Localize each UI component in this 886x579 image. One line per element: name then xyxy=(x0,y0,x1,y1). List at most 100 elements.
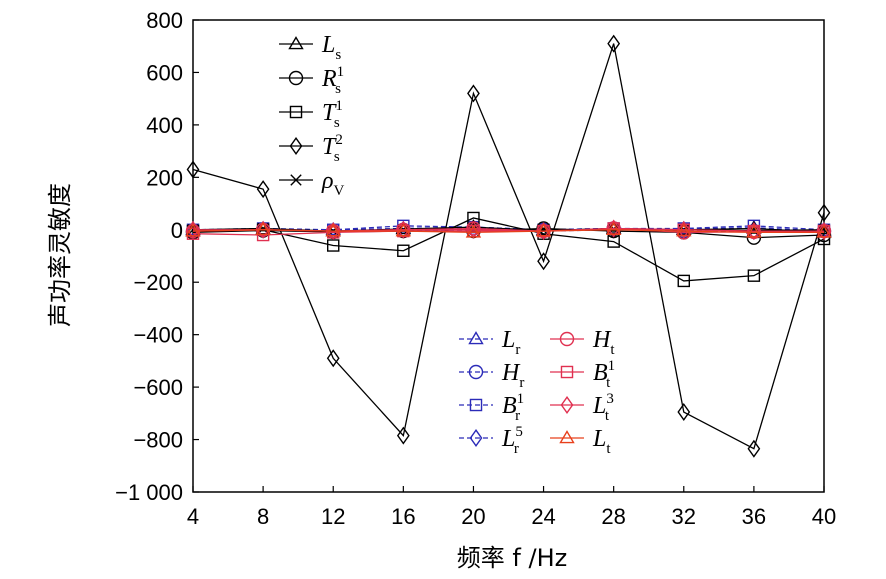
legend-label: Lt xyxy=(592,426,611,457)
data-point xyxy=(467,84,480,103)
legend-label: L5 r xyxy=(501,424,523,457)
legend-marker xyxy=(469,428,483,448)
data-point xyxy=(467,211,480,225)
data-point xyxy=(325,223,341,237)
legend-entry-Ht: Ht xyxy=(550,327,615,358)
x-tick-label: 20 xyxy=(461,504,485,529)
data-point xyxy=(746,224,762,238)
legend-marker xyxy=(289,105,303,119)
legend-marker xyxy=(288,70,304,86)
data-point xyxy=(817,232,831,246)
data-point xyxy=(185,223,201,237)
data-point xyxy=(816,224,832,238)
x-tick-label: 16 xyxy=(391,504,415,529)
y-tick-label: −600 xyxy=(133,375,183,400)
legend-entry-Ls: Ls xyxy=(279,32,341,63)
y-tick-label: −200 xyxy=(133,270,183,295)
data-point xyxy=(465,224,482,238)
series-line xyxy=(192,229,824,234)
legend-marker xyxy=(290,174,302,186)
y-tick-label: −800 xyxy=(133,428,183,453)
data-point xyxy=(677,220,691,239)
legend-label: Ht xyxy=(592,327,615,358)
data-point xyxy=(326,222,340,241)
data-point xyxy=(747,269,761,282)
legend-entry-Bt1: B1 t xyxy=(550,358,615,391)
series-layer xyxy=(185,34,832,458)
legend-entry-ρV: ρV xyxy=(279,168,345,199)
data-point xyxy=(676,223,692,237)
legend-label: T2 s xyxy=(322,132,343,165)
x-axis-label: 频率 f /Hz xyxy=(457,544,567,572)
x-tick-label: 40 xyxy=(812,504,836,529)
legend-entry-Br1: B1 r xyxy=(459,391,524,424)
legend-entry-Hr: Hr xyxy=(459,360,524,391)
legend-label: L3 t xyxy=(592,391,614,424)
data-point xyxy=(396,220,410,239)
x-tick-label: 24 xyxy=(531,504,555,529)
x-tick-label: 4 xyxy=(187,504,199,529)
data-point xyxy=(537,222,550,241)
legend-marker xyxy=(559,331,575,347)
data-point xyxy=(255,221,271,236)
legend-marker xyxy=(288,36,304,50)
plot-frame xyxy=(192,19,825,493)
series-Ts2 xyxy=(186,34,831,458)
data-point xyxy=(817,222,831,241)
legend-entry-Ts1: T1 s xyxy=(279,98,343,131)
data-point xyxy=(677,274,691,288)
data-point xyxy=(607,34,621,53)
data-point xyxy=(537,252,550,271)
y-axis-label: 声功率灵敏度 xyxy=(46,183,74,327)
legend-entry-Lt3: L3 t xyxy=(550,391,614,424)
y-tick-label: 200 xyxy=(146,165,183,190)
y-tick-label: 800 xyxy=(146,8,183,33)
legend-marker xyxy=(468,364,484,380)
data-point xyxy=(677,403,691,422)
legend-label: Ls xyxy=(321,32,341,63)
legend-label: ρV xyxy=(321,168,345,199)
legend-label: B1 t xyxy=(593,358,615,391)
series-line xyxy=(192,217,825,282)
x-tick-label: 12 xyxy=(321,504,345,529)
data-point xyxy=(395,221,412,235)
data-point xyxy=(186,220,200,239)
x-tick-label: 32 xyxy=(672,504,696,529)
legend-label: T1 s xyxy=(322,98,343,131)
legend-marker xyxy=(289,136,303,156)
y-tick-label: 0 xyxy=(171,218,183,243)
data-point xyxy=(256,180,270,199)
data-point xyxy=(396,426,410,445)
legend-label: R1 s xyxy=(321,64,344,97)
series-line xyxy=(192,43,825,450)
legend-label: B1 r xyxy=(502,391,524,424)
series-Lt xyxy=(185,221,832,238)
legend-entry-Rs1: R1 s xyxy=(279,64,344,97)
legend-entry-Lr5: L5 r xyxy=(459,424,523,457)
tick-labels: 4 8 12 16 20 24 28 32 36 40 −1 000 −800 −600 −400 −200… xyxy=(115,8,836,529)
y-tick-label: −1 000 xyxy=(115,480,183,505)
legend-label: Hr xyxy=(501,360,524,391)
legend-entry-Lt: Lt xyxy=(550,426,611,457)
axes xyxy=(192,19,825,493)
data-point xyxy=(326,349,340,368)
data-point xyxy=(817,203,831,222)
x-tick-label: 36 xyxy=(742,504,766,529)
data-point xyxy=(397,244,410,257)
x-tick-label: 8 xyxy=(257,504,269,529)
legend-marker xyxy=(560,395,574,415)
legend-label: Lr xyxy=(501,327,520,358)
data-point xyxy=(605,221,622,236)
data-point xyxy=(535,223,552,237)
data-point xyxy=(186,160,200,179)
y-tick-label: 400 xyxy=(146,113,183,138)
legend-marker xyxy=(469,398,483,412)
data-point xyxy=(256,220,270,239)
data-point xyxy=(747,222,761,241)
y-tick-label: 600 xyxy=(146,60,183,85)
y-tick-label: −400 xyxy=(133,323,183,348)
series-Ts1 xyxy=(186,211,831,288)
legend-entry-Lr: Lr xyxy=(459,327,520,358)
